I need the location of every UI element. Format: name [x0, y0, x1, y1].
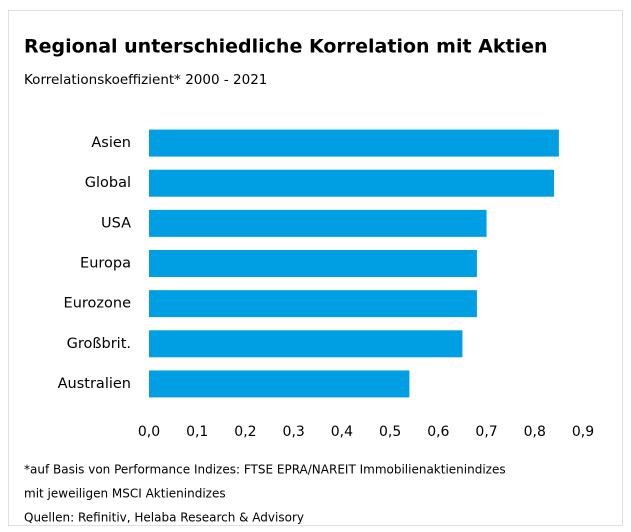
x-tick-label: 0,9 — [572, 424, 594, 440]
bar — [149, 129, 559, 157]
bar — [149, 209, 487, 237]
x-tick-label: 0,0 — [138, 424, 160, 440]
x-tick-label: 0,5 — [379, 424, 401, 440]
y-tick-label: USA — [101, 215, 131, 231]
chart-subtitle: Korrelationskoeffizient* 2000 - 2021 — [24, 72, 267, 88]
x-tick-label: 0,4 — [331, 424, 353, 440]
chart-title: Regional unterschiedliche Korrelation mi… — [24, 36, 548, 58]
x-tick-label: 0,8 — [524, 424, 546, 440]
x-tick-label: 0,1 — [186, 424, 208, 440]
footnote: Quellen: Refinitiv, Helaba Research & Ad… — [24, 511, 304, 525]
y-tick-label: Asien — [91, 135, 131, 151]
bar — [149, 169, 555, 197]
y-tick-label: Australien — [58, 376, 131, 392]
bar — [149, 250, 477, 277]
y-tick-label: Europa — [80, 256, 131, 272]
x-tick-label: 0,2 — [234, 424, 256, 440]
bar — [149, 330, 463, 358]
footnote: mit jeweiligen MSCI Aktienindizes — [24, 487, 226, 501]
bar — [149, 290, 477, 318]
y-tick-label: Global — [85, 175, 131, 191]
x-tick-label: 0,3 — [283, 424, 305, 440]
x-tick-label: 0,7 — [475, 424, 497, 440]
bar — [149, 370, 410, 398]
y-tick-label: Großbrit. — [67, 336, 131, 352]
y-tick-label: Eurozone — [64, 296, 132, 312]
footnote: *auf Basis von Performance Indizes: FTSE… — [24, 463, 506, 477]
x-tick-label: 0,6 — [427, 424, 449, 440]
